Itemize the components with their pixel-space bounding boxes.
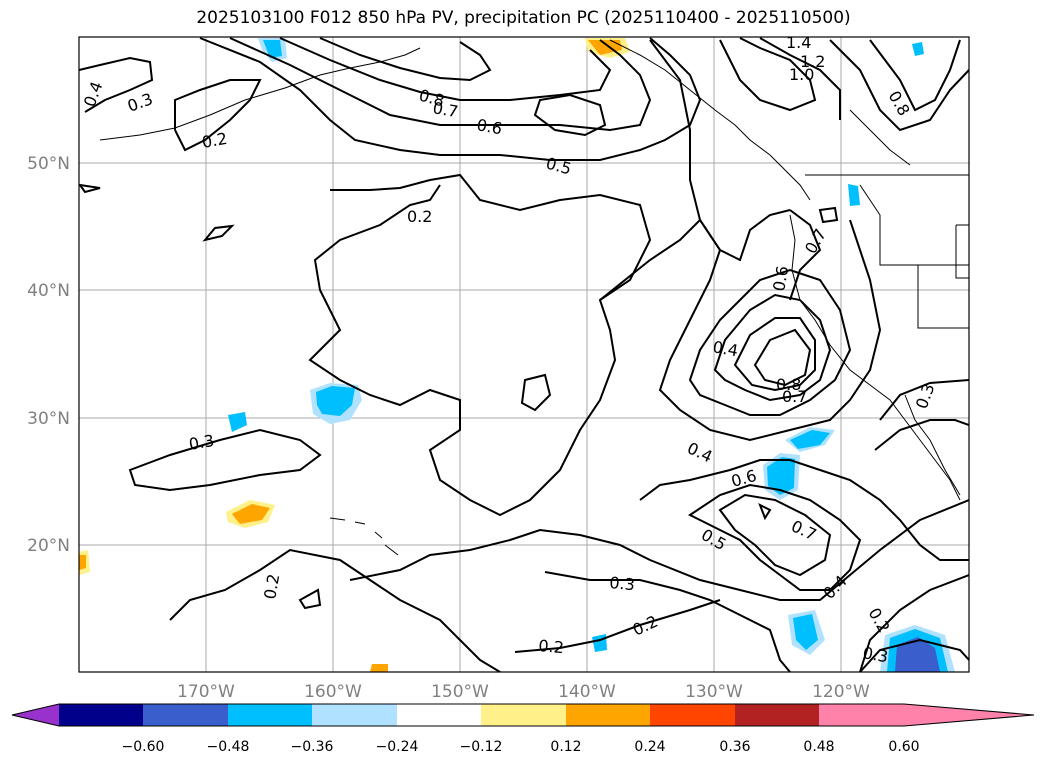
contour-label: 1.4 (786, 33, 811, 52)
lat-label-20n: 20°N (27, 536, 70, 556)
colorbar-segment (143, 704, 228, 726)
colorbar-segment (312, 704, 397, 726)
colorbar-tick-label: −0.24 (376, 739, 419, 755)
colorbar-extend-high (904, 704, 1034, 726)
colorbar-segment (228, 704, 312, 726)
lon-label-140w: 140°W (558, 682, 616, 702)
colorbar-segment (735, 704, 819, 726)
colorbar-segment (397, 704, 481, 726)
colorbar-tick-label: −0.48 (207, 739, 250, 755)
precip-neg-area (848, 184, 860, 206)
contour-label: 0.6 (769, 264, 792, 292)
contour-label: 0.6 (475, 115, 503, 138)
precip-pos-area (370, 664, 388, 672)
colorbar-tick-label: 0.24 (634, 739, 665, 755)
colorbar: −0.60 −0.48 −0.36 −0.24 −0.12 0.12 0.24 … (11, 703, 1035, 755)
colorbar-segment (650, 704, 735, 726)
contour-label: 0.3 (187, 431, 215, 454)
lon-label-150w: 150°W (431, 682, 489, 702)
colorbar-tick-label: 0.12 (550, 739, 581, 755)
contour-label: 0.4 (711, 337, 739, 360)
contour-label: 1.0 (789, 65, 814, 84)
colorbar-tick-label: −0.12 (460, 739, 503, 755)
precip-neg-area (790, 430, 830, 449)
contour-label: 0.2 (538, 636, 565, 657)
colorbar-tick-label: 0.36 (719, 739, 750, 755)
lon-label-170w: 170°W (177, 682, 235, 702)
precip-pos-area (232, 504, 270, 524)
contour-label: 0.2 (407, 207, 432, 226)
precip-pos-area (79, 555, 86, 570)
precip-neg-area (228, 412, 247, 432)
precip-neg-area (793, 614, 818, 650)
pv-contours (79, 37, 969, 672)
lat-label-30n: 30°N (27, 409, 70, 429)
map-frame (78, 36, 970, 673)
colorbar-outline (11, 703, 1035, 727)
colorbar-segment (819, 704, 904, 726)
colorbar-tick-label: −0.36 (291, 739, 334, 755)
precip-neg-area (316, 386, 355, 416)
lon-label-130w: 130°W (685, 682, 743, 702)
colorbar-ticks: −0.60 −0.48 −0.36 −0.24 −0.12 0.12 0.24 … (122, 739, 920, 755)
colorbar-segment (59, 704, 143, 726)
lon-label-120w: 120°W (812, 682, 870, 702)
coastlines (99, 39, 969, 556)
precip-neg-area (263, 40, 282, 58)
precip-neg-area (895, 637, 940, 672)
colorbar-extend-low (12, 704, 59, 726)
contour-label: 0.3 (861, 643, 889, 666)
lat-labels: 20°N 30°N 40°N 50°N (27, 154, 70, 556)
colorbar-tick-label: −0.60 (122, 739, 165, 755)
colorbar-tick-label: 0.48 (803, 739, 834, 755)
contour-label: 0.3 (609, 573, 636, 594)
lon-labels: 170°W 160°W 150°W 140°W 130°W 120°W (177, 682, 870, 702)
map-title: 2025103100 F012 850 hPa PV, precipitatio… (196, 8, 851, 28)
colorbar-segment (481, 704, 566, 726)
lon-label-160w: 160°W (304, 682, 362, 702)
lat-label-50n: 50°N (27, 154, 70, 174)
contour-label: 0.2 (260, 572, 283, 600)
contour-label: 1.2 (800, 52, 825, 71)
contour-label: 0.7 (431, 98, 459, 121)
contour-label: 0.8 (776, 375, 801, 394)
precip-neg-area (912, 42, 924, 56)
contour-label: 0.7 (782, 387, 807, 406)
map-background (79, 37, 969, 672)
precip-neg-area (767, 457, 795, 495)
gridlines (79, 37, 969, 672)
colorbar-segment (566, 704, 650, 726)
lat-label-40n: 40°N (27, 281, 70, 301)
contour-label: 0.2 (200, 129, 228, 152)
precip-shading (79, 38, 955, 672)
colorbar-tick-label: 0.60 (888, 739, 919, 755)
